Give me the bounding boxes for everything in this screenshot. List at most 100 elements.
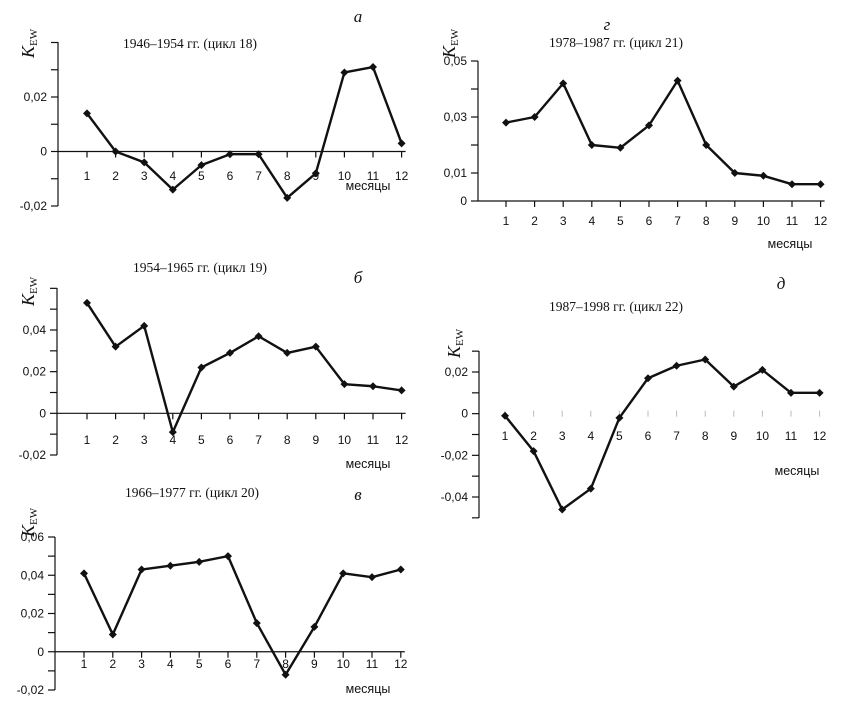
- panel-letter: д: [777, 274, 786, 293]
- x-tick-label: 9: [311, 657, 318, 671]
- data-point: [340, 68, 349, 77]
- x-tick-label: 5: [198, 169, 205, 183]
- x-axis-label: месяцы: [346, 457, 391, 471]
- y-tick-label: 0,02: [445, 365, 469, 379]
- y-tick-label: 0,01: [444, 166, 468, 180]
- y-axis-label: KEW: [444, 328, 466, 359]
- x-tick-label: 2: [109, 657, 116, 671]
- x-tick-label: 5: [617, 214, 624, 228]
- y-axis-label: KEW: [18, 28, 40, 59]
- x-tick-label: 7: [255, 433, 262, 447]
- x-tick-label: 8: [702, 429, 709, 443]
- y-tick-label: -0,02: [17, 683, 45, 697]
- x-tick-label: 5: [616, 429, 623, 443]
- y-tick-label: 0,03: [444, 110, 468, 124]
- x-tick-label: 8: [284, 433, 291, 447]
- x-tick-label: 6: [227, 169, 234, 183]
- y-axis-label-main: K: [18, 524, 38, 538]
- x-tick-label: 4: [587, 429, 594, 443]
- y-tick-label: -0,02: [19, 448, 47, 462]
- x-tick-label: 1: [84, 169, 91, 183]
- data-point: [83, 109, 91, 118]
- x-tick-label: 1: [81, 657, 88, 671]
- data-point: [369, 382, 377, 391]
- data-point: [108, 630, 117, 639]
- data-point: [645, 121, 653, 130]
- data-point: [224, 552, 232, 561]
- x-axis-label: месяцы: [346, 179, 391, 193]
- panel-title: 1987–1998 гг. (цикл 22): [549, 299, 683, 314]
- x-tick-label: 10: [338, 433, 352, 447]
- x-axis-label: месяцы: [775, 464, 820, 478]
- panel-title: 1978–1987 гг. (цикл 21): [549, 35, 683, 50]
- data-point: [369, 63, 377, 72]
- data-point: [226, 150, 234, 159]
- data-point: [501, 411, 509, 420]
- y-axis-label: KEW: [18, 276, 40, 307]
- x-tick-label: 7: [253, 657, 260, 671]
- x-tick-label: 4: [169, 433, 176, 447]
- x-tick-label: 3: [138, 657, 145, 671]
- x-tick-label: 12: [394, 657, 408, 671]
- data-point: [168, 185, 177, 194]
- x-tick-label: 3: [141, 169, 148, 183]
- data-point: [815, 388, 824, 397]
- data-point: [168, 428, 177, 437]
- x-tick-label: 7: [674, 214, 681, 228]
- y-tick-label: -0,04: [441, 490, 469, 504]
- x-tick-label: 5: [196, 657, 203, 671]
- x-tick-label: 12: [395, 433, 409, 447]
- data-point: [672, 361, 681, 370]
- x-tick-label: 6: [227, 433, 234, 447]
- x-tick-label: 1: [503, 214, 510, 228]
- data-point: [701, 355, 710, 364]
- data-point: [558, 505, 567, 514]
- x-tick-label: 12: [813, 429, 827, 443]
- x-tick-label: 2: [112, 169, 119, 183]
- x-axis-label: месяцы: [346, 682, 391, 696]
- x-tick-label: 4: [588, 214, 595, 228]
- data-point: [758, 365, 767, 374]
- x-tick-label: 11: [786, 214, 799, 228]
- panel-v: 0,060,040,020-0,021 2 3 4 5 6 7 8 9 10 11 121966–19…: [17, 485, 408, 697]
- data-point: [283, 348, 292, 357]
- data-point: [616, 143, 625, 152]
- x-tick-label: 7: [673, 429, 680, 443]
- panel-letter: б: [354, 268, 363, 287]
- data-point: [788, 180, 796, 189]
- data-point: [140, 321, 149, 330]
- data-point: [195, 557, 204, 566]
- y-tick-label: 0: [460, 194, 467, 208]
- data-point: [80, 569, 88, 578]
- y-tick-label: 0,02: [24, 90, 48, 104]
- data-point: [311, 342, 320, 351]
- data-point: [816, 180, 825, 189]
- x-tick-label: 2: [531, 214, 538, 228]
- x-tick-label: 11: [367, 433, 380, 447]
- x-axis-label: месяцы: [768, 237, 813, 251]
- data-point: [368, 573, 376, 582]
- x-tick-label: 3: [559, 429, 566, 443]
- data-point: [587, 141, 596, 149]
- x-tick-label: 6: [225, 657, 232, 671]
- y-tick-label: 0,04: [23, 323, 47, 337]
- x-tick-label: 5: [198, 433, 205, 447]
- y-axis-label-sub: EW: [28, 276, 40, 294]
- data-point: [340, 380, 349, 389]
- x-tick-label: 11: [366, 657, 379, 671]
- x-tick-label: 10: [338, 169, 352, 183]
- x-tick-label: 1: [502, 429, 509, 443]
- x-tick-label: 8: [282, 657, 289, 671]
- x-tick-label: 1: [84, 433, 91, 447]
- data-point: [197, 161, 206, 170]
- data-point: [502, 118, 510, 127]
- x-tick-label: 4: [167, 657, 174, 671]
- x-tick-label: 8: [703, 214, 710, 228]
- data-point: [729, 382, 738, 391]
- data-point: [311, 169, 320, 178]
- data-point: [111, 147, 120, 156]
- y-axis-label-sub: EW: [28, 28, 40, 46]
- y-tick-label: -0,02: [441, 448, 469, 462]
